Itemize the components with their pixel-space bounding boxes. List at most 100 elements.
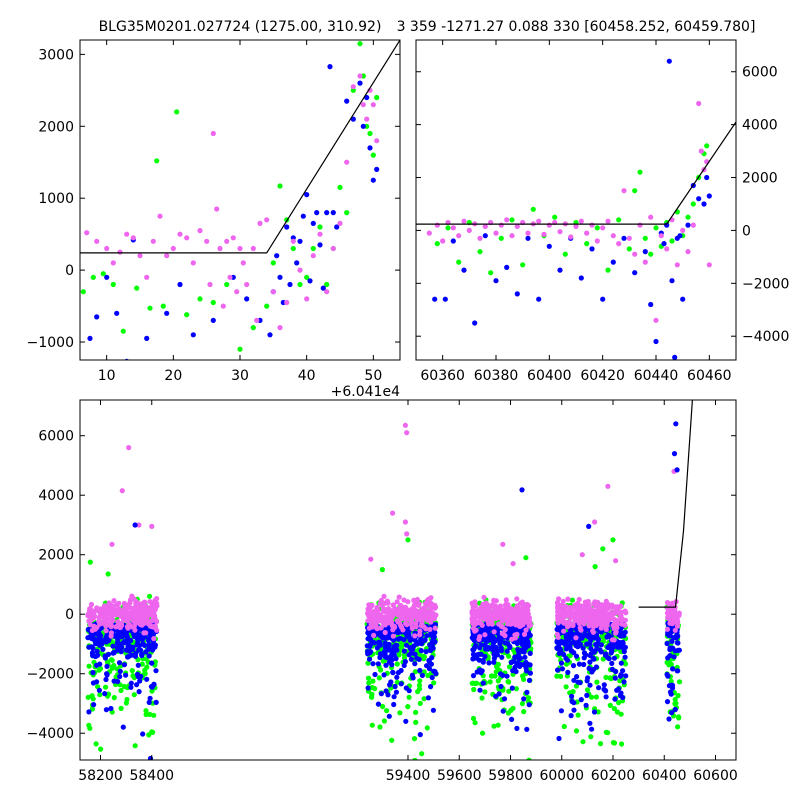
model-line [80, 40, 400, 254]
data-point-blue [133, 650, 139, 656]
data-point-magenta [469, 600, 475, 606]
data-point-blue [100, 646, 106, 653]
data-point-green [389, 737, 395, 743]
data-point-green [139, 661, 145, 667]
data-point-magenta [405, 616, 411, 622]
data-point-magenta [364, 116, 370, 122]
data-point-blue [592, 648, 598, 654]
data-point-green [105, 571, 111, 577]
data-point-blue [119, 634, 125, 640]
data-point-blue [578, 697, 584, 703]
data-point-blue [137, 678, 143, 684]
data-point-magenta [564, 624, 571, 630]
data-point-magenta [240, 260, 246, 266]
data-point-blue [366, 656, 373, 662]
data-point-blue [590, 655, 596, 661]
data-point-green [237, 346, 243, 352]
data-point-blue [489, 646, 495, 652]
data-point-magenta [404, 430, 410, 436]
data-point-blue [581, 655, 587, 661]
data-point-magenta [557, 229, 563, 235]
data-point-blue [573, 643, 579, 649]
data-point-green [479, 695, 485, 701]
data-point-blue [274, 253, 280, 259]
data-point-blue [310, 220, 316, 226]
data-point-green [290, 245, 296, 252]
data-point-blue [102, 691, 108, 697]
data-point-magenta [491, 610, 497, 616]
data-point-blue [103, 676, 109, 683]
data-point-green [110, 281, 116, 288]
data-point-magenta [137, 253, 143, 259]
data-point-magenta [403, 620, 409, 627]
data-point-green [472, 680, 478, 687]
data-point-magenta [109, 613, 115, 619]
data-point-blue [497, 671, 504, 677]
data-point-green [569, 597, 576, 603]
data-point-magenta [509, 636, 515, 642]
data-point-blue [367, 145, 373, 151]
data-point-blue [621, 679, 627, 685]
data-point-blue [372, 671, 378, 678]
data-point-green [376, 675, 382, 681]
data-point-blue [578, 641, 584, 647]
data-point-blue [378, 691, 384, 697]
data-point-blue [116, 660, 123, 666]
y-tick-label: 6000 [38, 429, 74, 445]
data-point-blue [388, 679, 394, 685]
data-point-blue [94, 314, 100, 320]
data-point-blue [525, 235, 531, 241]
data-point-blue [591, 709, 598, 715]
data-point-magenta [597, 615, 603, 621]
data-point-green [592, 564, 598, 570]
data-point-blue [408, 656, 414, 662]
data-point-magenta [603, 626, 609, 633]
data-point-blue [151, 681, 157, 688]
data-point-blue [574, 674, 580, 680]
data-point-magenta [541, 231, 547, 237]
data-point-blue [618, 660, 624, 666]
data-point-magenta [87, 606, 93, 612]
data-point-magenta [637, 222, 643, 228]
data-point-magenta [412, 599, 418, 605]
data-point-blue [500, 708, 506, 714]
data-point-magenta [91, 612, 97, 619]
data-point-blue [120, 724, 126, 730]
data-point-green [118, 687, 124, 694]
data-point-magenta [489, 621, 495, 627]
data-point-blue [428, 684, 434, 690]
data-point-blue [482, 233, 488, 239]
data-point-magenta [244, 281, 250, 288]
data-point-magenta [378, 597, 384, 604]
data-point-blue [386, 643, 392, 649]
data-point-magenta [568, 234, 574, 240]
data-point-magenta [111, 598, 117, 604]
data-point-green [405, 537, 411, 543]
data-point-blue [501, 696, 508, 702]
data-point-magenta [570, 622, 576, 629]
data-point-blue [423, 649, 429, 655]
data-point-magenta [581, 606, 587, 612]
data-point-magenta [497, 603, 504, 609]
data-point-green [685, 214, 691, 220]
data-point-green [124, 696, 130, 703]
data-point-blue [103, 707, 109, 713]
data-point-blue [386, 632, 392, 638]
data-point-blue [581, 650, 588, 656]
data-point-magenta [310, 253, 316, 259]
data-point-magenta [415, 616, 421, 623]
data-point-green [344, 210, 350, 216]
data-point-blue [598, 642, 605, 648]
data-point-blue [277, 274, 283, 280]
data-point-blue [300, 213, 306, 219]
data-point-magenta [96, 614, 102, 620]
data-point-blue [498, 683, 504, 690]
data-point-green [495, 722, 501, 728]
data-point-green [495, 661, 501, 668]
data-point-green [672, 696, 678, 703]
data-point-green [434, 241, 440, 247]
data-point-green [250, 325, 256, 331]
data-point-green [146, 593, 153, 599]
y-tick-label: 3000 [38, 47, 74, 63]
x-tick-label: 60460 [687, 368, 732, 384]
